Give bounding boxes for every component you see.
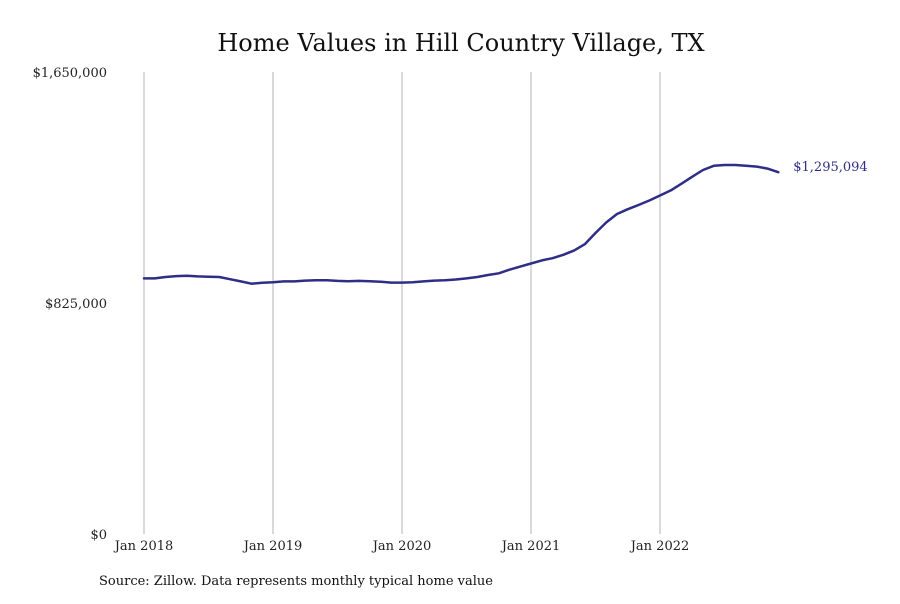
x-axis-ticks: Jan 2018 Jan 2019 Jan 2020 Jan 2021 Jan 2022 — [113, 539, 690, 554]
x-tick-label: Jan 2019 — [242, 539, 303, 554]
y-tick-label: $825,000 — [45, 297, 107, 312]
x-tick-label: Jan 2018 — [113, 539, 174, 554]
x-tick-label: Jan 2020 — [371, 539, 432, 554]
source-note: Source: Zillow. Data represents monthly … — [99, 574, 493, 589]
chart-title: Home Values in Hill Country Village, TX — [217, 29, 704, 57]
y-axis-ticks: $0 $825,000 $1,650,000 — [33, 66, 107, 543]
y-tick-label: $1,650,000 — [33, 66, 107, 81]
x-tick-label: Jan 2022 — [629, 539, 690, 554]
x-tick-label: Jan 2021 — [500, 539, 561, 554]
gridlines — [143, 72, 661, 534]
latest-value-label: $1,295,094 — [793, 160, 867, 175]
y-tick-label: $0 — [90, 528, 107, 543]
home-value-line — [142, 163, 780, 285]
